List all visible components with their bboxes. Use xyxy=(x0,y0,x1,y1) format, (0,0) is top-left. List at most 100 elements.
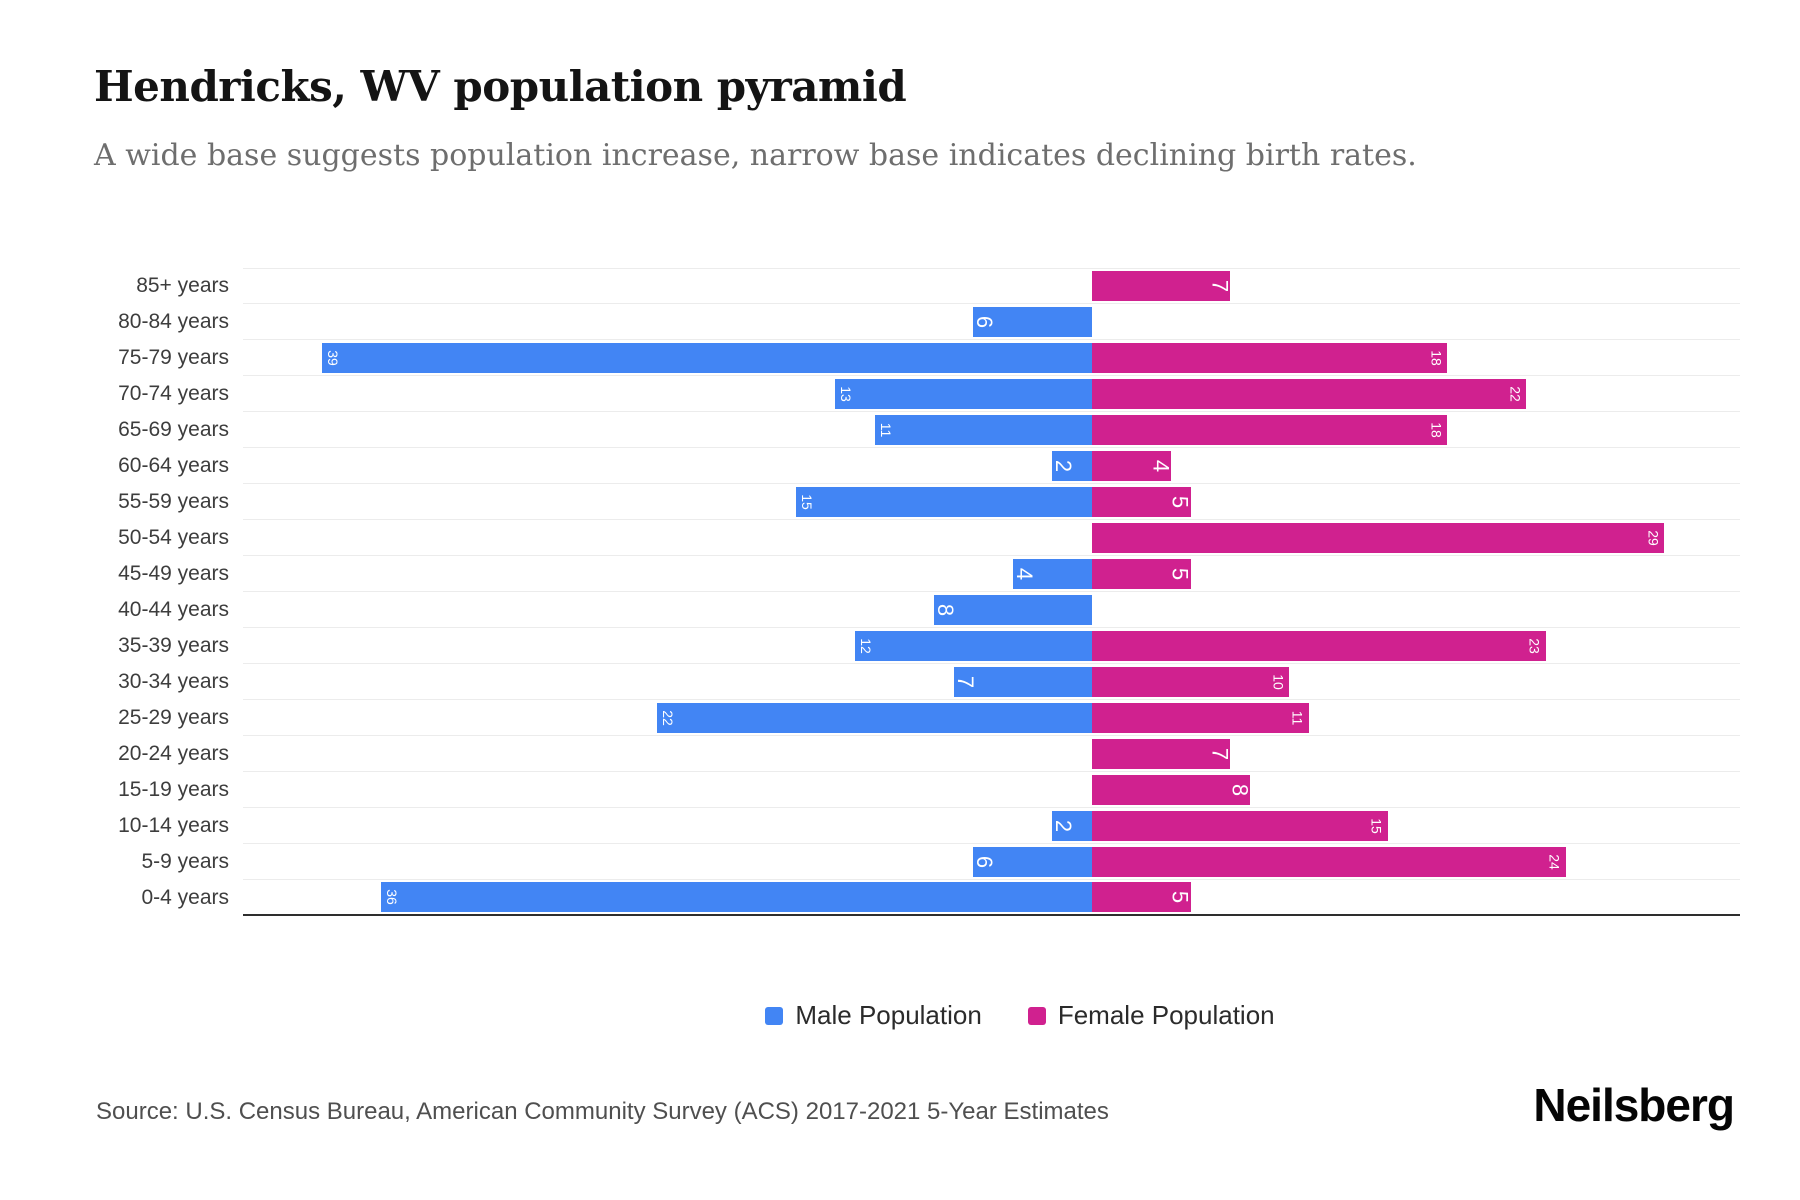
bar-value-label: 18 xyxy=(1428,421,1445,438)
pyramid-row: 30-34 years 7 10 xyxy=(94,664,1740,700)
female-bar: 18 xyxy=(1091,342,1448,373)
pyramid-row: 75-79 years 39 18 xyxy=(94,340,1740,376)
bar-value-label: 13 xyxy=(838,385,855,402)
bar-value-label: 22 xyxy=(660,709,677,726)
male-bar: 39 xyxy=(321,342,1092,373)
female-bar: 5 xyxy=(1091,486,1193,517)
female-bar: 7 xyxy=(1091,271,1232,301)
male-bar: 12 xyxy=(854,630,1092,661)
legend-label-female: Female Population xyxy=(1057,1000,1275,1030)
pyramid-rows: 85+ years 7 80-84 years 6 75-79 years 39 18 70-… xyxy=(94,268,1740,916)
pyramid-row: 60-64 years 2 4 xyxy=(94,448,1740,484)
age-group-label: 75-79 years xyxy=(118,346,229,369)
age-group-label: 25-29 years xyxy=(118,706,229,729)
pyramid-row: 5-9 years 6 24 xyxy=(94,844,1740,880)
age-group-label: 0-4 years xyxy=(141,886,229,909)
male-bar: 4 xyxy=(1012,558,1092,589)
bar-value-label: 15 xyxy=(1368,817,1385,834)
male-bar: 2 xyxy=(1051,810,1092,841)
plot-area-row: 13 22 xyxy=(243,376,1740,412)
bar-value-label: 10 xyxy=(1270,673,1287,690)
pyramid-row: 20-24 years 7 xyxy=(94,736,1740,772)
bar-value-label: 29 xyxy=(1645,529,1662,546)
plot-area-row: 8 xyxy=(243,592,1740,628)
age-group-label: 45-49 years xyxy=(118,562,229,585)
pyramid-row: 50-54 years 29 xyxy=(94,520,1740,556)
plot-area-row: 29 xyxy=(243,520,1740,556)
bar-value-label: 22 xyxy=(1507,385,1524,402)
legend-item-male[interactable]: Male Population xyxy=(765,1000,982,1031)
plot-area-row: 7 xyxy=(243,736,1740,772)
bar-value-label: 5 xyxy=(1167,890,1193,904)
plot-area-row: 39 18 xyxy=(243,340,1740,376)
bar-value-label: 11 xyxy=(1289,710,1306,725)
age-group-label: 40-44 years xyxy=(118,598,229,621)
age-group-label: 85+ years xyxy=(136,274,229,297)
legend-item-female[interactable]: Female Population xyxy=(1027,1000,1275,1031)
bar-value-label: 18 xyxy=(1428,349,1445,366)
age-group-label: 50-54 years xyxy=(118,526,229,549)
bar-value-label: 5 xyxy=(1167,567,1193,580)
female-bar: 5 xyxy=(1091,882,1193,912)
age-group-label: 80-84 years xyxy=(118,310,229,333)
age-group-label: 10-14 years xyxy=(118,814,229,837)
plot-area-row: 8 xyxy=(243,772,1740,808)
pyramid-row: 10-14 years 2 15 xyxy=(94,808,1740,844)
age-group-label: 35-39 years xyxy=(118,634,229,657)
bar-value-label: 7 xyxy=(1207,279,1232,293)
female-bar: 15 xyxy=(1091,810,1388,841)
plot-area-row: 12 23 xyxy=(243,628,1740,664)
page-subtitle: A wide base suggests population increase… xyxy=(94,138,1417,173)
male-bar: 6 xyxy=(972,306,1092,337)
pyramid-row: 55-59 years 15 5 xyxy=(94,484,1740,520)
female-bar: 22 xyxy=(1091,378,1527,409)
plot-area-row: 7 10 xyxy=(243,664,1740,700)
plot-area-row: 2 15 xyxy=(243,808,1740,844)
bar-value-label: 12 xyxy=(857,637,874,654)
pyramid-row: 45-49 years 4 5 xyxy=(94,556,1740,592)
pyramid-row: 65-69 years 11 18 xyxy=(94,412,1740,448)
bar-value-label: 11 xyxy=(877,422,894,437)
male-bar: 6 xyxy=(972,846,1092,877)
male-bar: 15 xyxy=(795,486,1092,517)
bar-value-label: 39 xyxy=(324,349,341,366)
pyramid-row: 0-4 years 36 5 xyxy=(94,880,1740,916)
page-title: Hendricks, WV population pyramid xyxy=(94,62,907,111)
plot-area-row: 7 xyxy=(243,268,1740,304)
male-bar: 2 xyxy=(1051,450,1092,481)
male-legend-swatch-icon xyxy=(765,1006,784,1025)
plot-area-row: 36 5 xyxy=(243,880,1740,916)
bar-value-label: 15 xyxy=(798,493,815,510)
pyramid-row: 40-44 years 8 xyxy=(94,592,1740,628)
bar-value-label: 6 xyxy=(972,315,998,328)
female-bar: 10 xyxy=(1091,666,1290,697)
bar-value-label: 36 xyxy=(383,889,400,905)
age-group-label: 5-9 years xyxy=(141,850,229,873)
male-bar: 13 xyxy=(835,378,1092,409)
neilsberg-logo: Neilsberg xyxy=(1533,1079,1735,1131)
bar-value-label: 23 xyxy=(1526,637,1543,654)
bar-value-label: 24 xyxy=(1546,853,1563,870)
female-bar: 5 xyxy=(1091,558,1193,589)
pyramid-row: 80-84 years 6 xyxy=(94,304,1740,340)
pyramid-row: 70-74 years 13 22 xyxy=(94,376,1740,412)
male-bar: 11 xyxy=(874,414,1092,445)
plot-area-row: 6 xyxy=(243,304,1740,340)
plot-area-row: 6 24 xyxy=(243,844,1740,880)
bar-value-label: 7 xyxy=(1207,747,1232,760)
bar-value-label: 4 xyxy=(1147,459,1173,472)
female-bar: 23 xyxy=(1091,630,1546,661)
female-bar: 18 xyxy=(1091,414,1448,445)
female-legend-swatch-icon xyxy=(1027,1006,1046,1025)
plot-area-row: 22 11 xyxy=(243,700,1740,736)
male-bar: 36 xyxy=(380,882,1092,912)
age-group-label: 70-74 years xyxy=(118,382,229,405)
female-bar: 7 xyxy=(1091,738,1232,769)
pyramid-row: 35-39 years 12 23 xyxy=(94,628,1740,664)
age-group-label: 55-59 years xyxy=(118,490,229,513)
population-pyramid-chart: 85+ years 7 80-84 years 6 75-79 years 39 18 70-… xyxy=(94,268,1740,916)
plot-area-row: 15 5 xyxy=(243,484,1740,520)
bar-value-label: 8 xyxy=(932,603,958,616)
